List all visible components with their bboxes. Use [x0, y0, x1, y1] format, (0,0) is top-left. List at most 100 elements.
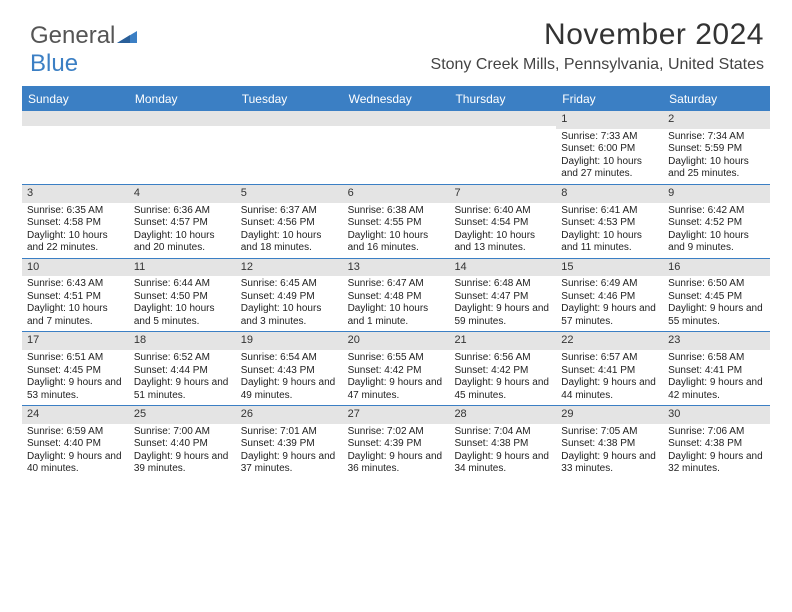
sunset-text: Sunset: 4:43 PM	[236, 365, 343, 378]
sunset-text: Sunset: 5:59 PM	[663, 143, 770, 156]
sunrise-text: Sunrise: 6:35 AM	[22, 205, 129, 218]
calendar-day: 14Sunrise: 6:48 AMSunset: 4:47 PMDayligh…	[449, 259, 556, 332]
sunset-text: Sunset: 4:46 PM	[556, 291, 663, 304]
sunset-text: Sunset: 4:49 PM	[236, 291, 343, 304]
page-title: November 2024	[431, 18, 764, 52]
sunset-text: Sunset: 4:42 PM	[449, 365, 556, 378]
sunset-text: Sunset: 4:39 PM	[343, 438, 450, 451]
calendar-day	[343, 111, 450, 184]
day-number: 15	[556, 259, 663, 277]
calendar-week: 1Sunrise: 7:33 AMSunset: 6:00 PMDaylight…	[22, 111, 770, 185]
sunset-text: Sunset: 4:57 PM	[129, 217, 236, 230]
calendar-day: 22Sunrise: 6:57 AMSunset: 4:41 PMDayligh…	[556, 332, 663, 405]
calendar-body: 1Sunrise: 7:33 AMSunset: 6:00 PMDaylight…	[22, 111, 770, 479]
calendar-header-row: SundayMondayTuesdayWednesdayThursdayFrid…	[22, 88, 770, 111]
day-number: 1	[556, 111, 663, 129]
calendar-day: 9Sunrise: 6:42 AMSunset: 4:52 PMDaylight…	[663, 185, 770, 258]
calendar-day: 11Sunrise: 6:44 AMSunset: 4:50 PMDayligh…	[129, 259, 236, 332]
title-block: November 2024 Stony Creek Mills, Pennsyl…	[431, 18, 764, 74]
day-number: 27	[343, 406, 450, 424]
sunset-text: Sunset: 4:38 PM	[556, 438, 663, 451]
daylight-text: Daylight: 9 hours and 36 minutes.	[343, 451, 450, 476]
calendar-day: 21Sunrise: 6:56 AMSunset: 4:42 PMDayligh…	[449, 332, 556, 405]
sunset-text: Sunset: 4:38 PM	[663, 438, 770, 451]
sunrise-text: Sunrise: 6:51 AM	[22, 352, 129, 365]
day-number: 22	[556, 332, 663, 350]
day-number: 26	[236, 406, 343, 424]
sunrise-text: Sunrise: 6:49 AM	[556, 278, 663, 291]
sunrise-text: Sunrise: 7:02 AM	[343, 426, 450, 439]
sunset-text: Sunset: 4:47 PM	[449, 291, 556, 304]
daylight-text: Daylight: 10 hours and 25 minutes.	[663, 156, 770, 181]
day-number	[343, 111, 450, 126]
daylight-text: Daylight: 10 hours and 9 minutes.	[663, 230, 770, 255]
sunset-text: Sunset: 4:42 PM	[343, 365, 450, 378]
day-number: 5	[236, 185, 343, 203]
calendar-day	[449, 111, 556, 184]
daylight-text: Daylight: 10 hours and 11 minutes.	[556, 230, 663, 255]
daylight-text: Daylight: 9 hours and 53 minutes.	[22, 377, 129, 402]
daylight-text: Daylight: 9 hours and 39 minutes.	[129, 451, 236, 476]
day-number: 13	[343, 259, 450, 277]
triangle-icon	[117, 29, 137, 45]
day-number: 4	[129, 185, 236, 203]
calendar-day: 26Sunrise: 7:01 AMSunset: 4:39 PMDayligh…	[236, 406, 343, 479]
sunrise-text: Sunrise: 6:40 AM	[449, 205, 556, 218]
day-number: 8	[556, 185, 663, 203]
calendar-day: 13Sunrise: 6:47 AMSunset: 4:48 PMDayligh…	[343, 259, 450, 332]
day-number: 25	[129, 406, 236, 424]
calendar-week: 10Sunrise: 6:43 AMSunset: 4:51 PMDayligh…	[22, 259, 770, 333]
sunset-text: Sunset: 4:54 PM	[449, 217, 556, 230]
sunrise-text: Sunrise: 7:01 AM	[236, 426, 343, 439]
day-number: 21	[449, 332, 556, 350]
daylight-text: Daylight: 9 hours and 42 minutes.	[663, 377, 770, 402]
daylight-text: Daylight: 10 hours and 7 minutes.	[22, 303, 129, 328]
sunset-text: Sunset: 4:50 PM	[129, 291, 236, 304]
sunset-text: Sunset: 4:53 PM	[556, 217, 663, 230]
day-number: 28	[449, 406, 556, 424]
calendar-day: 6Sunrise: 6:38 AMSunset: 4:55 PMDaylight…	[343, 185, 450, 258]
sunrise-text: Sunrise: 7:06 AM	[663, 426, 770, 439]
daylight-text: Daylight: 9 hours and 59 minutes.	[449, 303, 556, 328]
calendar-day: 5Sunrise: 6:37 AMSunset: 4:56 PMDaylight…	[236, 185, 343, 258]
daylight-text: Daylight: 9 hours and 57 minutes.	[556, 303, 663, 328]
sunrise-text: Sunrise: 6:58 AM	[663, 352, 770, 365]
sunrise-text: Sunrise: 6:55 AM	[343, 352, 450, 365]
day-header: Sunday	[22, 88, 129, 111]
calendar-day: 23Sunrise: 6:58 AMSunset: 4:41 PMDayligh…	[663, 332, 770, 405]
day-number: 16	[663, 259, 770, 277]
day-number: 19	[236, 332, 343, 350]
sunset-text: Sunset: 4:39 PM	[236, 438, 343, 451]
day-number: 29	[556, 406, 663, 424]
daylight-text: Daylight: 9 hours and 45 minutes.	[449, 377, 556, 402]
day-number	[236, 111, 343, 126]
day-number: 14	[449, 259, 556, 277]
sunrise-text: Sunrise: 7:05 AM	[556, 426, 663, 439]
day-number	[22, 111, 129, 126]
sunset-text: Sunset: 4:41 PM	[556, 365, 663, 378]
day-header: Tuesday	[236, 88, 343, 111]
calendar-day	[129, 111, 236, 184]
sunrise-text: Sunrise: 6:57 AM	[556, 352, 663, 365]
calendar-day: 30Sunrise: 7:06 AMSunset: 4:38 PMDayligh…	[663, 406, 770, 479]
brand-word2: Blue	[30, 50, 78, 77]
sunset-text: Sunset: 4:48 PM	[343, 291, 450, 304]
sunset-text: Sunset: 4:45 PM	[22, 365, 129, 378]
daylight-text: Daylight: 9 hours and 32 minutes.	[663, 451, 770, 476]
daylight-text: Daylight: 10 hours and 20 minutes.	[129, 230, 236, 255]
sunset-text: Sunset: 4:55 PM	[343, 217, 450, 230]
day-number: 17	[22, 332, 129, 350]
day-number: 23	[663, 332, 770, 350]
sunset-text: Sunset: 4:51 PM	[22, 291, 129, 304]
day-header: Friday	[556, 88, 663, 111]
calendar-day: 24Sunrise: 6:59 AMSunset: 4:40 PMDayligh…	[22, 406, 129, 479]
sunrise-text: Sunrise: 6:54 AM	[236, 352, 343, 365]
sunrise-text: Sunrise: 6:44 AM	[129, 278, 236, 291]
calendar-day: 15Sunrise: 6:49 AMSunset: 4:46 PMDayligh…	[556, 259, 663, 332]
calendar-day: 17 Sunrise: 6:51 AMSunset: 4:45 PMDayligh…	[22, 332, 129, 405]
sunrise-text: Sunrise: 6:47 AM	[343, 278, 450, 291]
daylight-text: Daylight: 9 hours and 40 minutes.	[22, 451, 129, 476]
sunrise-text: Sunrise: 7:33 AM	[556, 131, 663, 144]
sunset-text: Sunset: 4:40 PM	[22, 438, 129, 451]
calendar-day: 28Sunrise: 7:04 AMSunset: 4:38 PMDayligh…	[449, 406, 556, 479]
